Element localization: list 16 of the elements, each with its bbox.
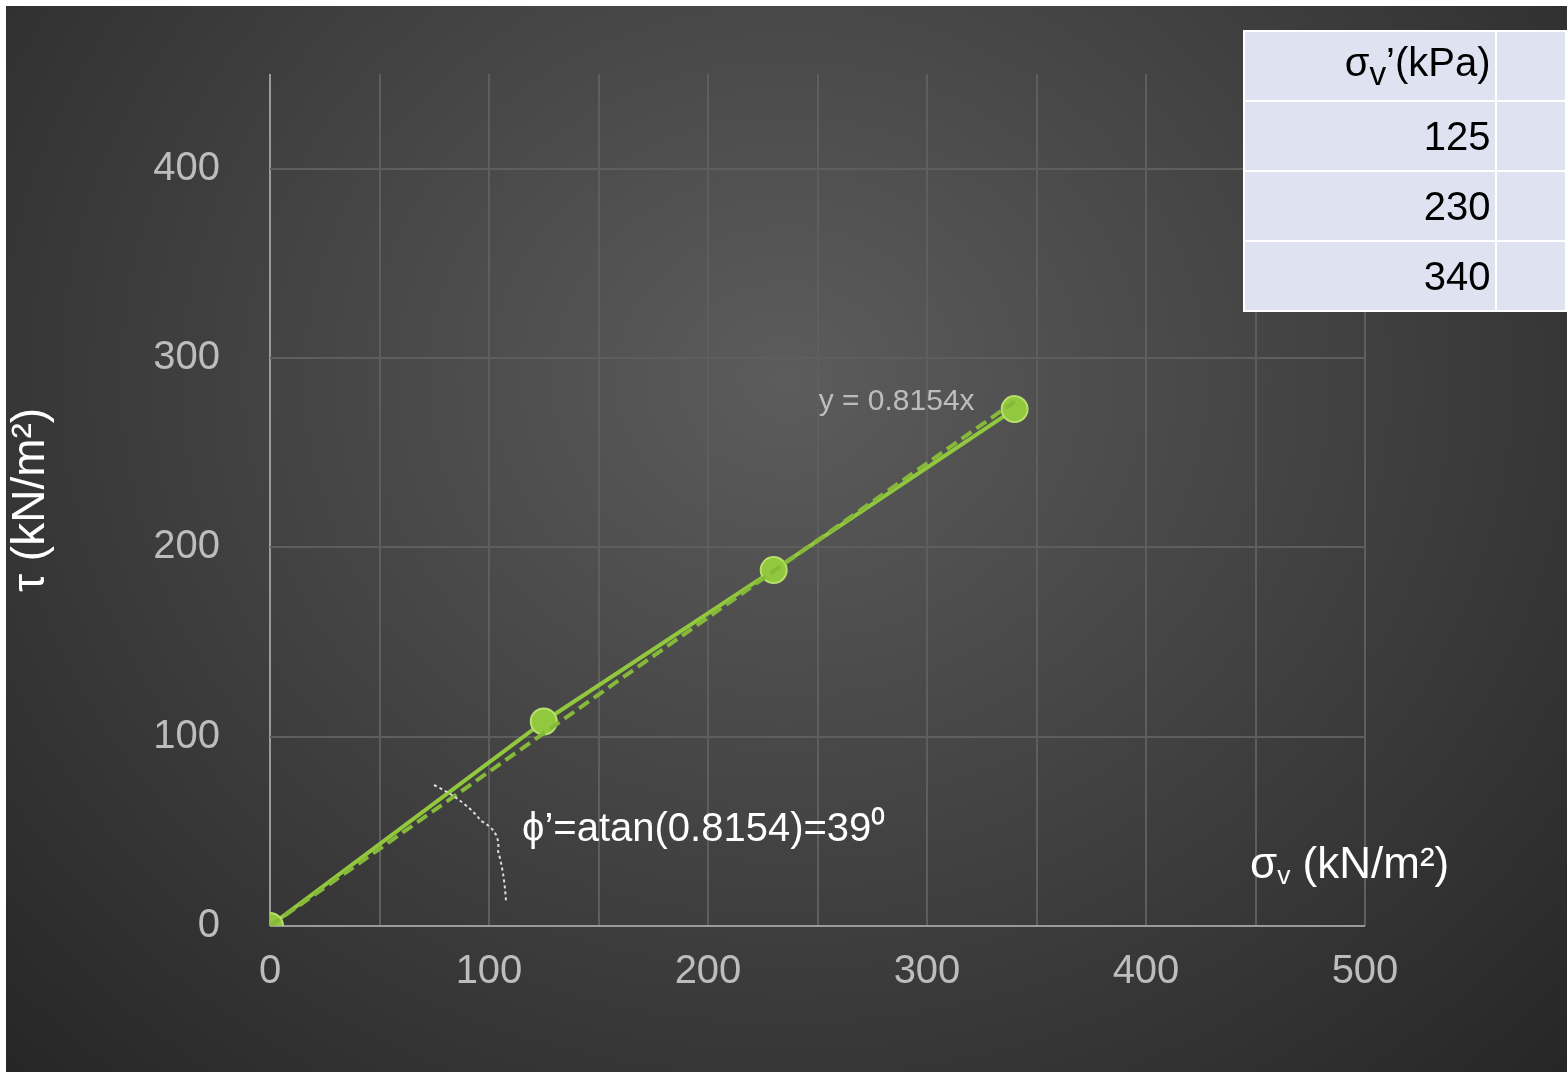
y-tick-label: 100 [153, 711, 220, 756]
series-label: y = 0.8154x [818, 382, 975, 416]
x-tick-label: 0 [258, 947, 282, 992]
y-axis-title: τ (kN/m²) [2, 407, 55, 593]
y-tick-label: 0 [197, 901, 220, 946]
y-tick-label: 400 [153, 143, 220, 188]
x-tick-label: 200 [674, 947, 742, 992]
annotation: ϕ’=atan(0.8154)=39⁰ [522, 805, 886, 850]
y-tick-label: 300 [153, 333, 220, 378]
x-tick-label: 400 [1112, 947, 1180, 992]
annotation: σ$_{v}$’(kPa) [1244, 31, 1496, 101]
x-tick-label: 500 [1331, 947, 1399, 992]
x-tick-label: 300 [893, 947, 961, 992]
x-tick-label: 100 [455, 947, 523, 992]
table: σ$_{v}$’(kPa) 125 230 340 [1243, 30, 1567, 312]
y-tick-label: 200 [153, 522, 220, 567]
